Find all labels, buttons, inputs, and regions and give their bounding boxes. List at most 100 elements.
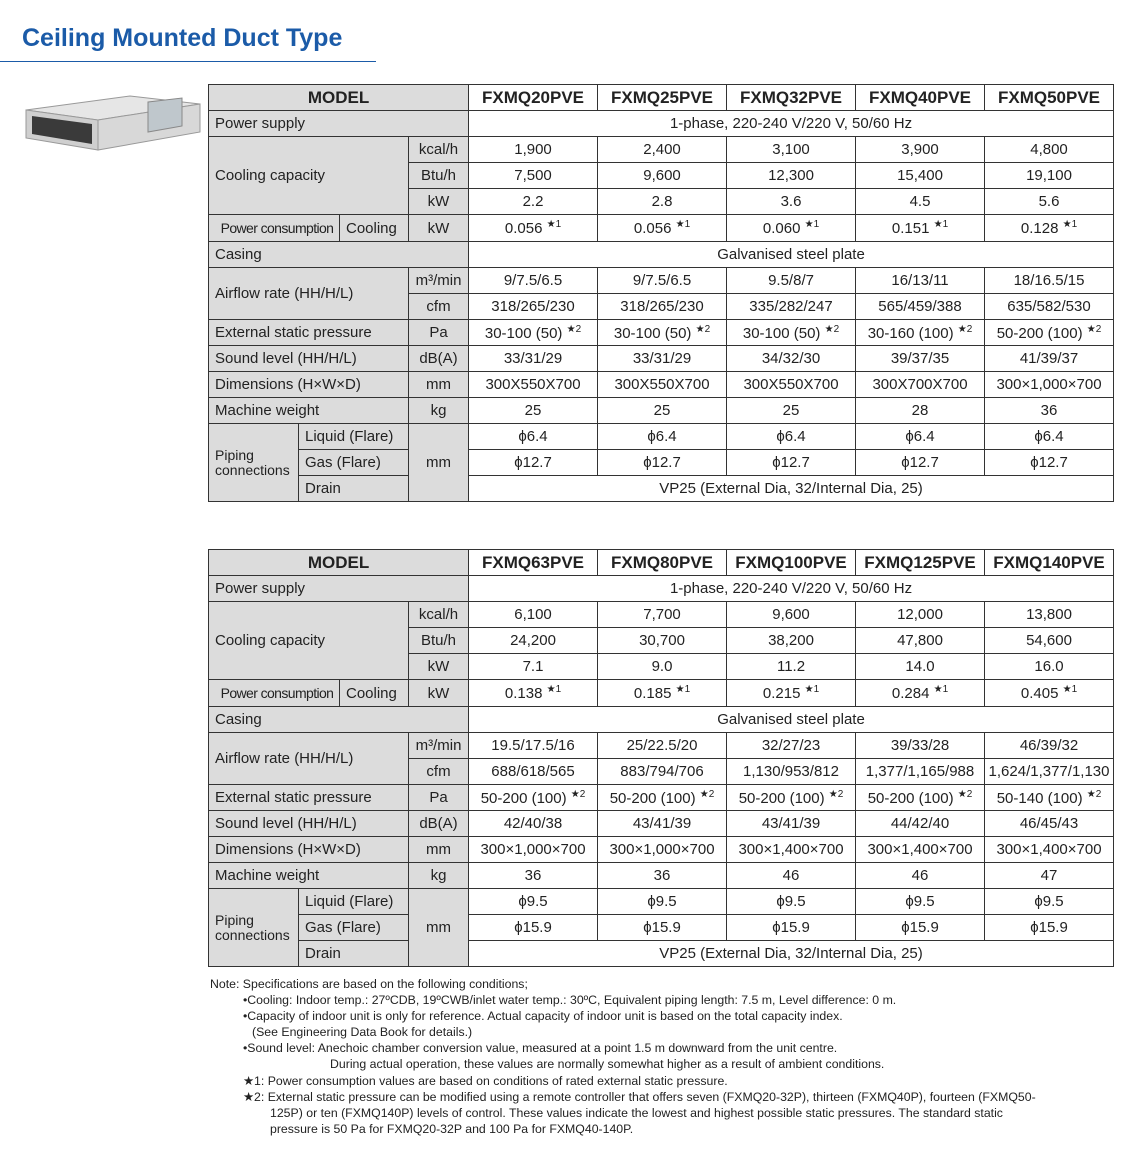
unit-cell: mm (407, 888, 470, 967)
table-row: Sound level (HH/H/L) dB(A) 42/40/38 43/41/3… (208, 810, 1115, 837)
value-cell: Galvanised steel plate (468, 706, 1115, 733)
row-label: Dimensions (H×W×D) (208, 371, 409, 398)
footnote-mark: ★1 (804, 219, 820, 230)
table-row: Airflow rate (HH/H/L) m³/min 9/7.5/6.5 9/7.… (208, 267, 1115, 320)
value-cell: 5.6 (984, 188, 1115, 215)
table-row: MODEL FXMQ63PVE FXMQ80PVE FXMQ100PVE FXMQ125… (207, 549, 1115, 576)
value-cell: 50-200 (100) ★2 (468, 784, 599, 811)
value-cell: 0.138 ★1 (468, 679, 599, 707)
value-cell: 33/31/29 (597, 345, 728, 372)
value-cell: 25 (597, 397, 728, 424)
value-cell: 1,624/1,377/1,130 (984, 758, 1115, 785)
row-label: Power supply (207, 575, 470, 602)
value-cell: 30-100 (50) ★2 (468, 319, 599, 346)
row-sublabel: Gas (Flare) (298, 449, 409, 476)
value-cell: ϕ15.9 (984, 914, 1115, 941)
footnote-mark: ★2 (828, 788, 844, 800)
value-cell: 36 (468, 862, 599, 889)
value-cell: 13,800 (984, 601, 1115, 628)
table-row: MODEL FXMQ20PVE FXMQ25PVE FXMQ32PVE FXMQ40PV… (207, 84, 1115, 111)
footnote-mark: ★2 (1086, 323, 1102, 335)
footnote-mark: ★2 (957, 323, 973, 335)
value-cell: 30-100 (50) ★2 (726, 319, 857, 346)
value-cell: ϕ9.5 (984, 888, 1115, 915)
unit-cell: m³/min (407, 732, 470, 759)
row-sublabel: Liquid (Flare) (298, 888, 409, 915)
value-cell: 0.056 ★1 (597, 214, 728, 242)
model-name: FXMQ100PVE (726, 549, 857, 576)
value-cell: 0.405 ★1 (984, 679, 1115, 707)
value-cell: 1-phase, 220-240 V/220 V, 50/60 Hz (468, 110, 1115, 137)
unit-cell: Pa (407, 319, 470, 346)
value-cell: 15,400 (855, 162, 986, 189)
value-cell: 300×1,000×700 (468, 836, 599, 863)
model-name: FXMQ80PVE (597, 549, 728, 576)
unit-cell: dB(A) (407, 345, 470, 372)
value-cell: VP25 (External Dia, 32/Internal Dia, 25) (468, 940, 1115, 967)
spec-table: MODEL FXMQ20PVE FXMQ25PVE FXMQ32PVE FXMQ40PV… (207, 84, 1115, 502)
unit-cell: Btu/h (407, 162, 470, 189)
model-name: FXMQ32PVE (726, 84, 857, 111)
note-line: (See Engineering Data Book for details.) (252, 1025, 473, 1039)
value-cell: ϕ9.5 (855, 888, 986, 915)
value-cell: 4,800 (984, 136, 1115, 163)
value-cell: 0.060 ★1 (726, 214, 857, 242)
value-cell: ϕ15.9 (855, 914, 986, 941)
row-label: Piping connections (208, 888, 299, 967)
note-line: pressure is 50 Pa for FXMQ20-32P and 100… (270, 1122, 634, 1136)
table-row: External static pressure Pa 50-200 (100) ★… (208, 784, 1115, 811)
value-cell: 50-200 (100) ★2 (726, 784, 857, 811)
row-sublabel: Gas (Flare) (298, 914, 409, 941)
value-cell: 2,400 (597, 136, 728, 163)
value-cell: 11.2 (726, 653, 857, 680)
footnote-mark: ★2 (570, 788, 586, 800)
value-cell: 50-200 (100) ★2 (597, 784, 728, 811)
value-cell: 0.185 ★1 (597, 679, 728, 707)
table-row: kW 7.1 9.0 11.2 14.0 16.0 (209, 653, 1115, 680)
unit-cell: Btu/h (407, 627, 470, 654)
value-cell: 50-200 (100) ★2 (855, 784, 986, 811)
value-cell: ϕ12.7 (855, 449, 986, 476)
table-row: Power consumption Cooling kW 0.138 ★1 0.185 … (208, 679, 1115, 707)
value-cell: ϕ9.5 (468, 888, 599, 915)
table-row: Cooling capacity kcal/h 1,900 2,400 3,100 3,9… (208, 136, 1115, 215)
row-label: Dimensions (H×W×D) (208, 836, 409, 863)
row-label: Machine weight (208, 397, 409, 424)
value-cell: 9/7.5/6.5 (597, 267, 728, 294)
value-cell: ϕ15.9 (597, 914, 728, 941)
value-cell: 565/459/388 (855, 293, 986, 320)
footnote-mark: ★2 (566, 323, 582, 335)
unit-cell: mm (407, 836, 470, 863)
value-cell: 883/794/706 (597, 758, 728, 785)
value-cell: 300X550X700 (597, 371, 728, 398)
value-cell: 25/22.5/20 (597, 732, 728, 759)
value-cell: 39/33/28 (855, 732, 986, 759)
row-label: Cooling capacity (208, 601, 409, 680)
value-cell: ϕ15.9 (726, 914, 857, 941)
value-cell: ϕ6.4 (597, 423, 728, 450)
value-cell: 1,900 (468, 136, 599, 163)
value-cell: 300×1,000×700 (597, 836, 728, 863)
value-cell: 33/31/29 (468, 345, 599, 372)
model-name: FXMQ20PVE (468, 84, 599, 111)
value-cell: 30,700 (597, 627, 728, 654)
value-cell: 300X700X700 (855, 371, 986, 398)
value-cell: ϕ6.4 (726, 423, 857, 450)
value-cell: 43/41/39 (597, 810, 728, 837)
value-cell: 38,200 (726, 627, 857, 654)
footnote-mark: ★2 (824, 323, 840, 335)
unit-cell: kcal/h (407, 136, 470, 163)
value-cell: 28 (855, 397, 986, 424)
note-line: Note: Specifications are based on the fo… (210, 977, 528, 991)
value-cell: 9/7.5/6.5 (468, 267, 599, 294)
model-name: FXMQ140PVE (984, 549, 1115, 576)
value-cell: ϕ9.5 (726, 888, 857, 915)
value-cell: ϕ12.7 (726, 449, 857, 476)
table-row: External static pressure Pa 30-100 (50) ★2… (208, 319, 1115, 346)
note-line: 125P) or ten (FXMQ140P) levels of contro… (270, 1106, 1003, 1120)
value-cell: 36 (984, 397, 1115, 424)
spec-table: MODEL FXMQ63PVE FXMQ80PVE FXMQ100PVE FXMQ125… (207, 549, 1115, 967)
unit-cell: mm (407, 423, 470, 502)
value-cell: 19,100 (984, 162, 1115, 189)
table-row: Piping connections Liquid (Flare) mm ϕ9.5 ϕ9… (208, 888, 1115, 967)
